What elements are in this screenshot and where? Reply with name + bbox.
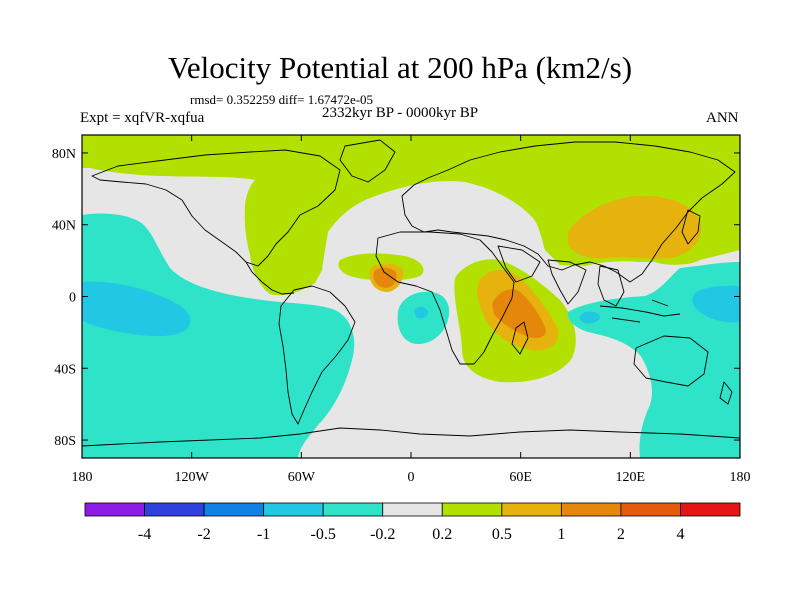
lon-label: 180 — [730, 470, 751, 485]
coast-africa — [375, 231, 515, 365]
positive-region-north — [82, 135, 740, 296]
lat-label: 40N — [52, 219, 76, 234]
coastlines — [82, 139, 740, 447]
coast-southeast-asia — [597, 265, 625, 307]
colorbar-label: -2 — [197, 526, 210, 543]
period-text: 2332kyr BP - 0000kyr BP — [322, 105, 479, 121]
colorbar-swatch — [680, 502, 741, 517]
lon-label: 120W — [175, 470, 210, 485]
colorbar-swatch — [263, 502, 324, 517]
colorbar-label: -1 — [257, 526, 270, 543]
coast-central-america — [245, 261, 295, 295]
negative-region-pacific — [82, 213, 355, 458]
colorbar-swatch — [84, 502, 145, 517]
coast-north-america — [91, 149, 341, 267]
velocity-potential-field — [82, 135, 740, 458]
colorbar-label: 0.2 — [432, 526, 452, 543]
colorbar-swatch — [501, 502, 562, 517]
positive-region-asia — [568, 195, 701, 259]
positive-region-west-africa-core — [373, 267, 397, 288]
colorbar-label: 0.5 — [492, 526, 512, 543]
colorbar-swatch — [203, 502, 265, 517]
lat-label: 0 — [69, 291, 76, 306]
stats-text: rmsd= 0.352259 diff= 1.67472e-05 — [190, 92, 374, 107]
lon-label: 180 — [72, 470, 93, 485]
lat-label: 80S — [54, 434, 76, 449]
experiment-label: Expt = xqfVR-xqfua — [80, 110, 205, 126]
coast-europe-asia — [401, 141, 736, 283]
coast-greenland — [339, 139, 396, 183]
colorbar-swatch — [441, 502, 503, 517]
coast-south-america — [278, 285, 356, 425]
lat-label: 80N — [52, 147, 76, 162]
lon-label: 60W — [288, 470, 316, 485]
latitude-axis: 80N 40N 0 40S 80S — [52, 147, 740, 449]
negative-region-indo-pacific — [567, 262, 740, 458]
map-title: Velocity Potential at 200 hPa (km2/s) — [167, 50, 633, 85]
colorbar-label: -0.5 — [311, 526, 336, 543]
colorbar-swatch — [560, 502, 622, 517]
colorbar-swatch — [322, 502, 384, 517]
colorbar: -4 -2 -1 -0.5 -0.2 0.2 0.5 1 2 4 — [84, 502, 741, 543]
colorbar-swatch — [144, 502, 205, 517]
coast-madagascar — [511, 321, 529, 355]
coast-india — [547, 259, 587, 305]
lon-label: 60E — [509, 470, 532, 485]
colorbar-swatch — [620, 502, 681, 517]
coast-antarctica — [82, 427, 740, 447]
coast-australia — [633, 335, 709, 387]
coast-new-zealand — [719, 381, 733, 405]
negative-region-western-pacific — [692, 285, 740, 323]
lon-label: 0 — [408, 470, 415, 485]
colorbar-label: -4 — [138, 526, 151, 543]
negative-region-indian-ocean-east — [579, 311, 600, 324]
lon-label: 120E — [616, 470, 646, 485]
negative-region-central-pacific — [82, 281, 191, 337]
colorbar-swatch — [382, 502, 443, 517]
colorbar-label: -0.2 — [370, 526, 395, 543]
positive-region-indian-ocean — [492, 289, 546, 338]
longitude-axis: 180 120W 60W 0 60E 120E 180 — [72, 135, 751, 485]
negative-region-south-atlantic-core — [414, 306, 428, 319]
lat-label: 40S — [54, 362, 76, 377]
coast-arabia — [497, 245, 541, 283]
colorbar-label: 4 — [676, 526, 684, 543]
coast-japan — [681, 209, 701, 245]
colorbar-label: 2 — [617, 526, 625, 543]
colorbar-label: 1 — [557, 526, 565, 543]
season-label: ANN — [706, 110, 739, 126]
coast-indonesia — [599, 299, 681, 323]
